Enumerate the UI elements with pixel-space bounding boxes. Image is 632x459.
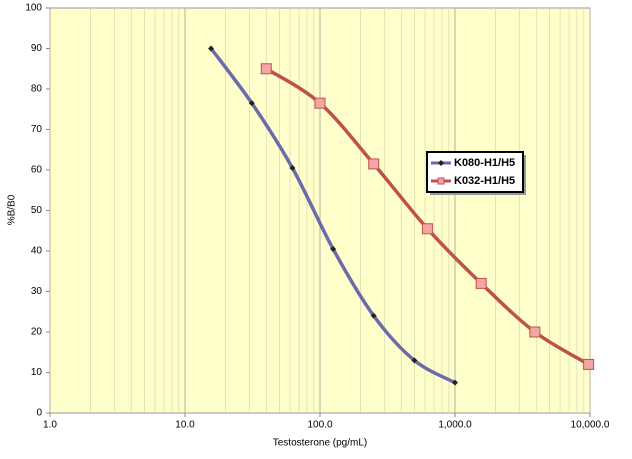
data-point [475,277,487,289]
x-axis-title: Testosterone (pg/mL) [273,438,368,449]
y-tick-label: 0 [36,408,42,419]
y-tick-label: 20 [31,327,43,338]
y-tick-label: 40 [31,246,43,257]
y-tick-label: 60 [31,165,43,176]
data-point [289,164,296,171]
x-tick-label: 1,000.0 [438,420,472,431]
data-point [260,63,272,75]
x-tick-label: 100.0 [307,420,332,431]
y-tick-label: 100 [25,3,42,14]
data-point [452,379,458,386]
legend-box [426,151,524,193]
legend-marker [438,160,444,166]
x-tick-label: 1.0 [43,420,57,431]
legend-label: K032-H1/H5 [454,175,515,187]
data-point [368,158,380,170]
data-point [411,357,418,364]
y-tick-label: 70 [31,124,43,135]
data-point [370,312,377,319]
data-point [421,223,433,235]
legend-label: K080-H1/H5 [454,157,515,169]
legend-marker [437,177,445,185]
y-tick-label: 80 [31,84,43,95]
y-tick-label: 90 [31,43,43,54]
data-point [330,245,337,252]
y-tick-label: 50 [31,205,43,216]
y-tick-label: 30 [31,286,43,297]
data-point [529,326,541,338]
legend: K080-H1/H5 K032-H1/H5 [426,151,524,193]
data-point [583,358,595,370]
y-tick-label: 10 [31,367,43,378]
data-point [248,100,255,107]
data-point [208,45,215,52]
x-tick-label: 10,000.0 [571,420,610,431]
x-tick-label: 10.0 [175,420,195,431]
y-axis-title: %B/B0 [7,194,18,225]
data-point [314,97,326,109]
